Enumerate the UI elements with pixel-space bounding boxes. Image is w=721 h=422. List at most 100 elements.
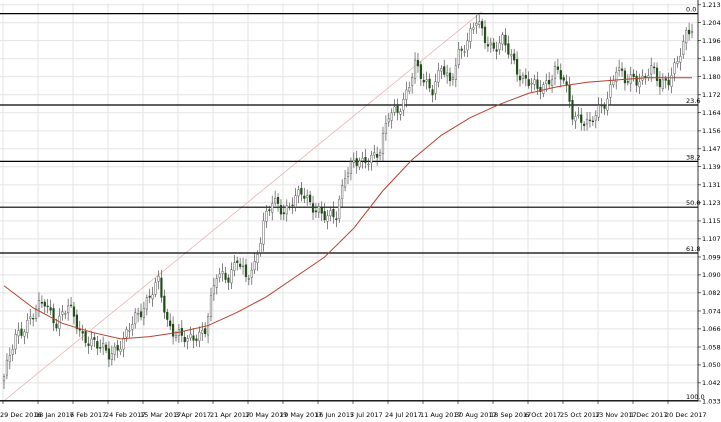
candle-bull [151, 294, 154, 300]
candle-bear [236, 260, 239, 263]
x-tick-label: 29 May 2017 [280, 411, 322, 419]
candle-bear [49, 307, 52, 311]
candle-bull [230, 269, 233, 284]
y-tick-label: 1.13980 [702, 163, 721, 171]
candle-bear [169, 320, 172, 327]
candle-bull [367, 163, 370, 166]
candle-bull [393, 106, 396, 113]
candle-bull [472, 27, 475, 30]
candle-bull [29, 316, 32, 319]
grid [0, 3, 698, 402]
candle-bull [399, 111, 402, 115]
candle-bull [378, 152, 382, 156]
x-tick-label: 30 Aug 2017 [455, 411, 497, 419]
candle-bear [163, 295, 166, 313]
candle-bear [314, 210, 318, 213]
candle-bear [559, 70, 562, 80]
x-tick-label: 15 Mar 2017 [140, 411, 181, 419]
candle-bull [137, 313, 140, 315]
candle-bear [87, 343, 90, 346]
candle-bear [244, 264, 248, 278]
candle-bull [34, 309, 38, 319]
candle-bear [40, 302, 43, 304]
x-tick-label: 24 Feb 2017 [105, 411, 145, 419]
fib-level-label: 23.6 [686, 97, 700, 105]
candle-bear [69, 304, 73, 307]
y-tick-label: 1.20490 [702, 19, 721, 27]
y-tick-label: 1.13160 [702, 181, 721, 189]
candle-bear [664, 78, 667, 81]
x-tick-label: 6 Feb 2017 [70, 411, 106, 419]
candle-bull [256, 254, 259, 263]
candle-bull [501, 34, 504, 45]
candle-bull [102, 343, 105, 348]
candle-bear [571, 100, 574, 120]
candle-bull [574, 116, 577, 122]
candle-bear [192, 335, 195, 341]
candle-bull [384, 123, 387, 134]
candle-bear [166, 311, 169, 320]
candle-bear [195, 338, 198, 341]
candle-bear [518, 75, 522, 81]
y-tick-label: 1.07460 [702, 307, 721, 315]
y-tick-label: 1.17230 [702, 91, 721, 99]
candle-bull [411, 77, 414, 86]
candle-bear [227, 277, 230, 283]
x-tick-label: 11 Aug 2017 [420, 411, 462, 419]
candle-bull [615, 71, 618, 82]
candle-bull [297, 189, 300, 197]
candle-bull [265, 210, 268, 222]
candle-bear [32, 318, 35, 320]
candle-bull [157, 275, 160, 282]
candle-bull [326, 215, 329, 222]
candle-bear [291, 204, 294, 207]
candle-bull [294, 195, 297, 208]
candle-bull [425, 79, 428, 82]
candle-bear [504, 34, 507, 46]
candle-bull [37, 300, 41, 310]
candle-bull [26, 320, 29, 333]
y-tick-label: 1.18050 [702, 73, 721, 81]
candle-bear [96, 341, 99, 349]
candle-bull [585, 118, 589, 125]
candle-bull [542, 84, 545, 94]
candle-bull [119, 348, 122, 352]
candle-bull [174, 334, 178, 338]
candle-bear [239, 263, 242, 267]
candle-bear [428, 78, 431, 89]
y-tick-label: 1.09900 [702, 253, 721, 261]
x-tick-label: 10 May 2017 [245, 411, 287, 419]
candle-bull [8, 355, 11, 363]
candle-bull [609, 84, 612, 98]
candle-bull [446, 72, 449, 77]
candle-bull [533, 79, 536, 85]
candle-bull [189, 333, 192, 339]
candle-bear [93, 337, 96, 340]
candle-bear [591, 120, 594, 123]
candle-bull [142, 308, 146, 318]
candle-bear [486, 44, 490, 47]
candle-bull [11, 349, 14, 355]
candle-bull [405, 89, 408, 100]
candle-bull [17, 330, 20, 337]
fib-level-label: 100.0 [686, 393, 705, 401]
candle-bear [279, 205, 283, 215]
y-tick-label: 1.03390 [702, 397, 721, 405]
candle-bear [422, 80, 425, 83]
x-tick-label: 18 Sep 2017 [490, 411, 531, 419]
candle-bear [536, 79, 539, 89]
candle-bear [335, 218, 338, 220]
x-tick-label: 13 Nov 2017 [595, 411, 637, 419]
x-tick-label: 21 Apr 2017 [210, 411, 250, 419]
candle-bear [323, 211, 326, 221]
candle-bull [346, 172, 350, 177]
candle-bear [116, 345, 119, 351]
candle-bear [376, 153, 379, 158]
candle-bull [306, 195, 309, 198]
candle-bear [355, 158, 358, 166]
candle-bear [52, 308, 55, 324]
candle-bear [653, 66, 656, 69]
candle-bear [562, 77, 565, 81]
candle-bear [160, 277, 163, 298]
